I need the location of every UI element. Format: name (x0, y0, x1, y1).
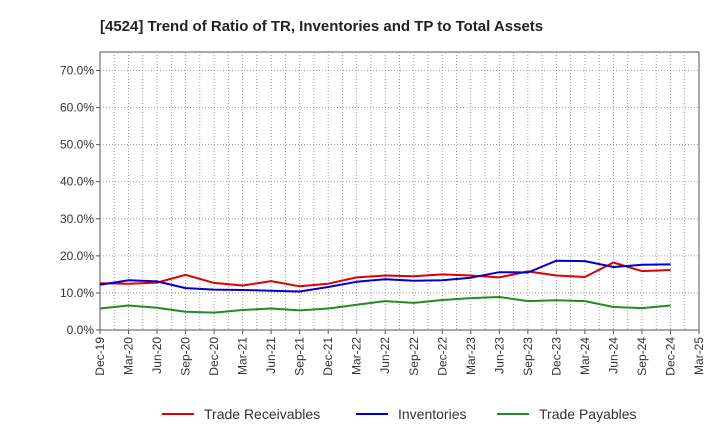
series-line-inventories (99, 259, 671, 293)
x-tick-label: Jun-24 (606, 337, 620, 374)
x-tick-label: Jun-21 (264, 337, 278, 374)
x-tick-label: Mar-24 (578, 337, 592, 375)
y-tick-label: 70.0% (60, 64, 94, 78)
legend-label: Trade Receivables (204, 406, 320, 422)
chart-title: [4524] Trend of Ratio of TR, Inventories… (100, 18, 543, 35)
x-tick-label: Sep-24 (635, 337, 649, 376)
x-tick-label: Dec-20 (207, 337, 221, 376)
x-tick-label: Jun-23 (492, 337, 506, 374)
y-tick-label: 0.0% (67, 323, 95, 337)
x-tick-label: Mar-22 (350, 337, 364, 375)
x-tick-label: Dec-21 (321, 337, 335, 376)
x-tick-label: Mar-25 (692, 337, 706, 375)
x-tick-label: Mar-20 (122, 337, 136, 375)
legend-label: Inventories (398, 406, 466, 422)
y-axis: 0.0% 10.0% 20.0% 30.0% 40.0% 50.0% 60.0% 70.0% (60, 64, 100, 337)
y-tick-label: 40.0% (60, 175, 94, 189)
series-line-trade-receivables (99, 261, 671, 288)
legend-label: Trade Payables (539, 406, 637, 422)
x-tick-label: Sep-22 (407, 337, 421, 376)
x-tick-label: Sep-23 (521, 337, 535, 376)
legend: Trade Receivables Inventories Trade Payabl… (162, 406, 637, 422)
x-tick-label: Jun-20 (150, 337, 164, 374)
x-tick-label: Mar-23 (464, 337, 478, 375)
series-lines (99, 259, 671, 314)
x-axis: Dec-19 Mar-20 Jun-20 Sep-20 Dec-20 Mar-21 Jun-… (93, 330, 706, 376)
x-tick-label: Dec-19 (93, 337, 107, 376)
y-tick-label: 10.0% (60, 286, 94, 300)
x-tick-label: Sep-21 (293, 337, 307, 376)
x-tick-label: Mar-21 (236, 337, 250, 375)
y-tick-label: 30.0% (60, 212, 94, 226)
x-tick-label: Sep-20 (179, 337, 193, 376)
x-tick-label: Dec-22 (435, 337, 449, 376)
x-tick-label: Jun-22 (378, 337, 392, 374)
y-tick-label: 60.0% (60, 101, 94, 115)
y-tick-label: 20.0% (60, 249, 94, 263)
x-tick-label: Dec-24 (663, 337, 677, 376)
y-tick-label: 50.0% (60, 138, 94, 152)
x-tick-label: Dec-23 (549, 337, 563, 376)
series-line-trade-payables (99, 296, 671, 314)
